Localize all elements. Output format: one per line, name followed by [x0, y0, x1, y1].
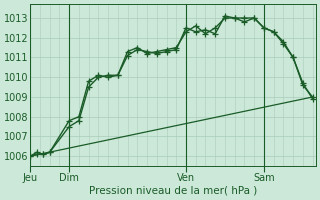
X-axis label: Pression niveau de la mer( hPa ): Pression niveau de la mer( hPa )	[89, 186, 257, 196]
